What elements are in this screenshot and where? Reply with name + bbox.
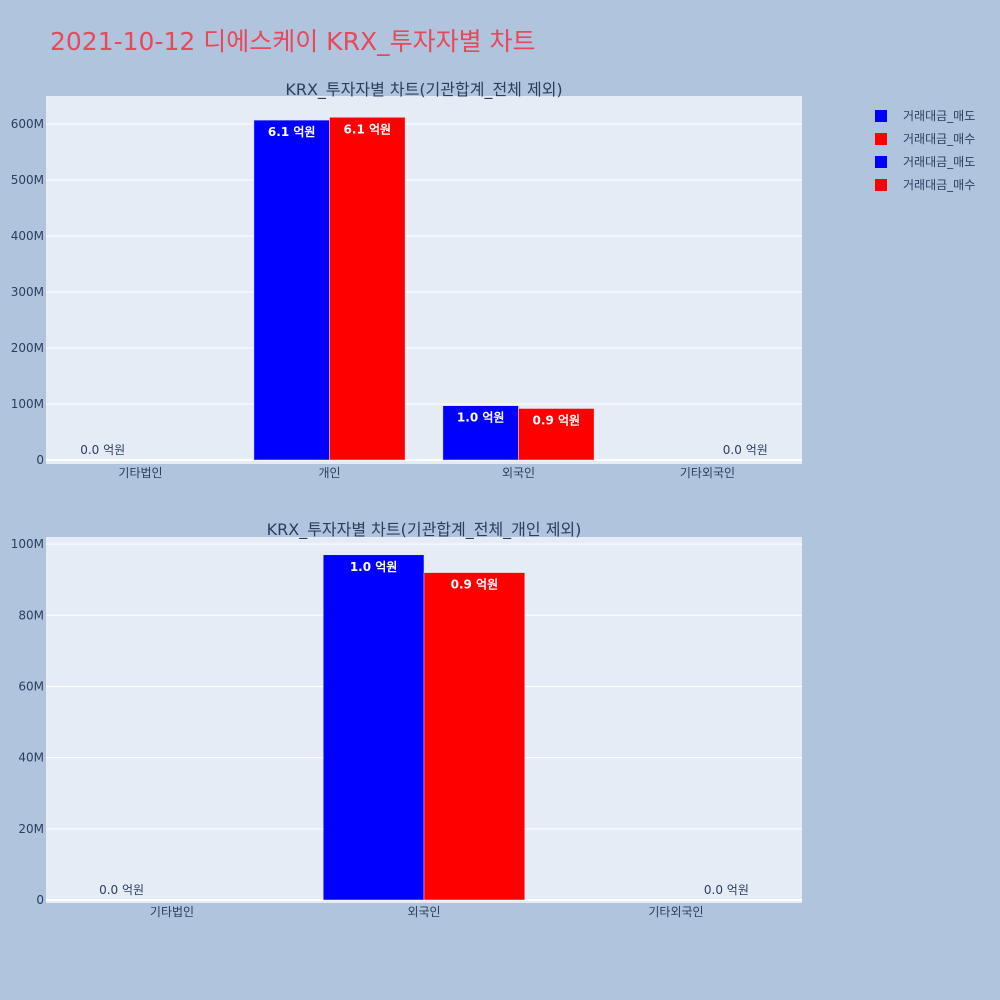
y-tick-label: 500M xyxy=(11,173,44,187)
data-label: 1.0 억원 xyxy=(457,411,505,425)
chart-title: KRX_투자자별 차트(기관합계_전체_개인 제외) xyxy=(267,520,582,540)
y-tick-label: 300M xyxy=(11,285,44,299)
data-label: 1.0 억원 xyxy=(350,560,398,574)
x-tick-label: 기타법인 xyxy=(150,905,194,919)
chart-title: KRX_투자자별 차트(기관합계_전체 제외) xyxy=(285,80,562,100)
bar xyxy=(329,117,406,461)
x-tick-label: 기타법인 xyxy=(118,466,162,480)
data-label: 0.9 억원 xyxy=(451,578,499,592)
chart-bottom: 0 20M 40M 60M 80M 100M KRX_투자자별 차트(기관합계_전체_개인 … xyxy=(11,520,802,919)
legend-swatch xyxy=(875,155,887,168)
plot-background xyxy=(46,96,802,464)
y-tick-label: 0 xyxy=(36,453,44,467)
y-tick-label: 100M xyxy=(11,537,44,551)
y-tick-label: 600M xyxy=(11,117,44,131)
y-tick-label: 40M xyxy=(18,751,44,765)
legend-swatch xyxy=(875,132,887,145)
x-tick-label: 외국인 xyxy=(407,905,440,919)
bar xyxy=(322,554,425,901)
x-tick-label: 개인 xyxy=(318,466,340,480)
page-title: 2021-10-12 디에스케이 KRX_투자자별 차트 xyxy=(50,27,536,56)
data-label: 0.0 억원 xyxy=(704,883,749,897)
data-label: 0.9 억원 xyxy=(533,413,581,427)
legend-swatch xyxy=(875,178,887,191)
x-tick-label: 기타외국인 xyxy=(648,905,703,919)
data-label: 0.0 억원 xyxy=(99,883,144,897)
legend-item[interactable]: 거래대금_매수 xyxy=(875,173,975,196)
legend: 거래대금_매도 거래대금_매수 거래대금_매도 거래대금_매수 xyxy=(875,104,975,196)
data-label: 0.0 억원 xyxy=(723,443,768,457)
bar xyxy=(518,408,595,461)
legend-item[interactable]: 거래대금_매도 xyxy=(875,104,975,127)
data-label: 0.0 억원 xyxy=(80,443,125,457)
data-label: 6.1 억원 xyxy=(268,125,316,139)
data-label: 6.1 억원 xyxy=(344,122,392,136)
legend-label: 거래대금_매수 xyxy=(903,132,976,146)
legend-item[interactable]: 거래대금_매수 xyxy=(875,127,975,150)
y-tick-label: 100M xyxy=(11,397,44,411)
legend-label: 거래대금_매수 xyxy=(903,178,976,192)
bar xyxy=(423,572,526,901)
y-tick-label: 80M xyxy=(18,608,44,622)
x-tick-label: 기타외국인 xyxy=(680,466,735,480)
legend-label: 거래대금_매도 xyxy=(903,155,976,169)
y-tick-label: 0 xyxy=(36,893,44,907)
legend-item[interactable]: 거래대금_매도 xyxy=(875,150,975,173)
legend-label: 거래대금_매도 xyxy=(903,109,976,123)
y-tick-label: 20M xyxy=(18,822,44,836)
x-tick-label: 외국인 xyxy=(502,466,535,480)
y-tick-label: 60M xyxy=(18,679,44,693)
bar xyxy=(253,119,330,461)
bar xyxy=(442,405,519,461)
y-tick-label: 400M xyxy=(11,229,44,243)
legend-swatch xyxy=(875,109,887,122)
y-tick-label: 200M xyxy=(11,341,44,355)
chart-top: 0 100M 200M 300M 400M 500M 600M KRX_투자자별 차트(기관합… xyxy=(11,80,802,480)
